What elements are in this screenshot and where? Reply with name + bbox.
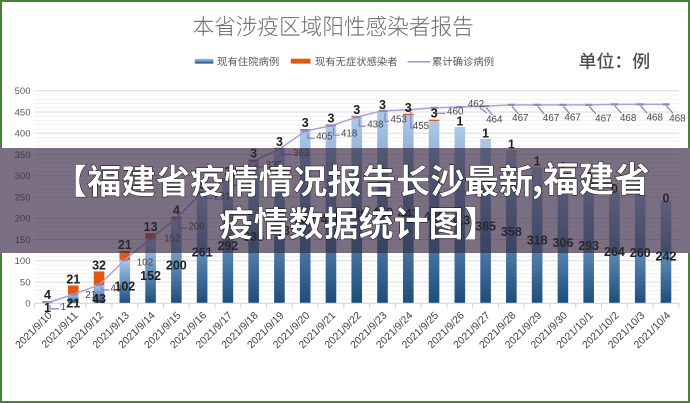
svg-text:152: 152	[140, 269, 161, 283]
svg-text:468: 468	[620, 113, 637, 124]
svg-text:460: 460	[447, 107, 464, 118]
svg-text:467: 467	[564, 113, 580, 124]
svg-text:21: 21	[66, 272, 80, 286]
svg-text:43: 43	[111, 283, 122, 294]
svg-text:21: 21	[85, 290, 96, 301]
svg-text:467: 467	[595, 114, 611, 125]
svg-text:3: 3	[327, 111, 334, 125]
svg-text:242: 242	[656, 250, 677, 264]
svg-text:3: 3	[379, 98, 386, 112]
svg-text:1: 1	[61, 302, 66, 313]
svg-text:100: 100	[15, 256, 31, 267]
svg-text:464: 464	[486, 114, 503, 125]
svg-text:50: 50	[20, 277, 31, 288]
svg-text:468: 468	[647, 113, 664, 124]
svg-text:21: 21	[66, 297, 80, 311]
svg-text:102: 102	[114, 279, 135, 293]
svg-text:3: 3	[405, 101, 412, 115]
svg-text:438: 438	[367, 119, 384, 130]
svg-text:455: 455	[413, 121, 430, 132]
svg-text:467: 467	[543, 113, 559, 124]
svg-text:102: 102	[137, 257, 153, 268]
svg-text:3: 3	[302, 116, 309, 130]
svg-text:3: 3	[431, 107, 438, 121]
svg-text:1: 1	[456, 114, 463, 128]
svg-text:1: 1	[508, 138, 515, 152]
svg-text:0: 0	[25, 299, 30, 310]
svg-text:467: 467	[512, 113, 528, 124]
svg-text:43: 43	[92, 292, 106, 306]
svg-text:32: 32	[92, 258, 106, 272]
svg-text:450: 450	[15, 107, 31, 118]
svg-text:1: 1	[44, 301, 51, 315]
svg-text:418: 418	[341, 128, 358, 139]
svg-text:400: 400	[15, 129, 31, 140]
svg-text:1: 1	[482, 126, 489, 140]
svg-text:462: 462	[468, 99, 484, 110]
svg-text:4: 4	[44, 288, 51, 302]
svg-text:3: 3	[353, 103, 360, 117]
svg-text:453: 453	[391, 115, 408, 126]
svg-text:500: 500	[15, 86, 31, 97]
svg-text:468: 468	[669, 114, 686, 125]
svg-text:405: 405	[316, 131, 333, 142]
svg-text:200: 200	[166, 259, 187, 273]
svg-text:3: 3	[276, 135, 283, 149]
